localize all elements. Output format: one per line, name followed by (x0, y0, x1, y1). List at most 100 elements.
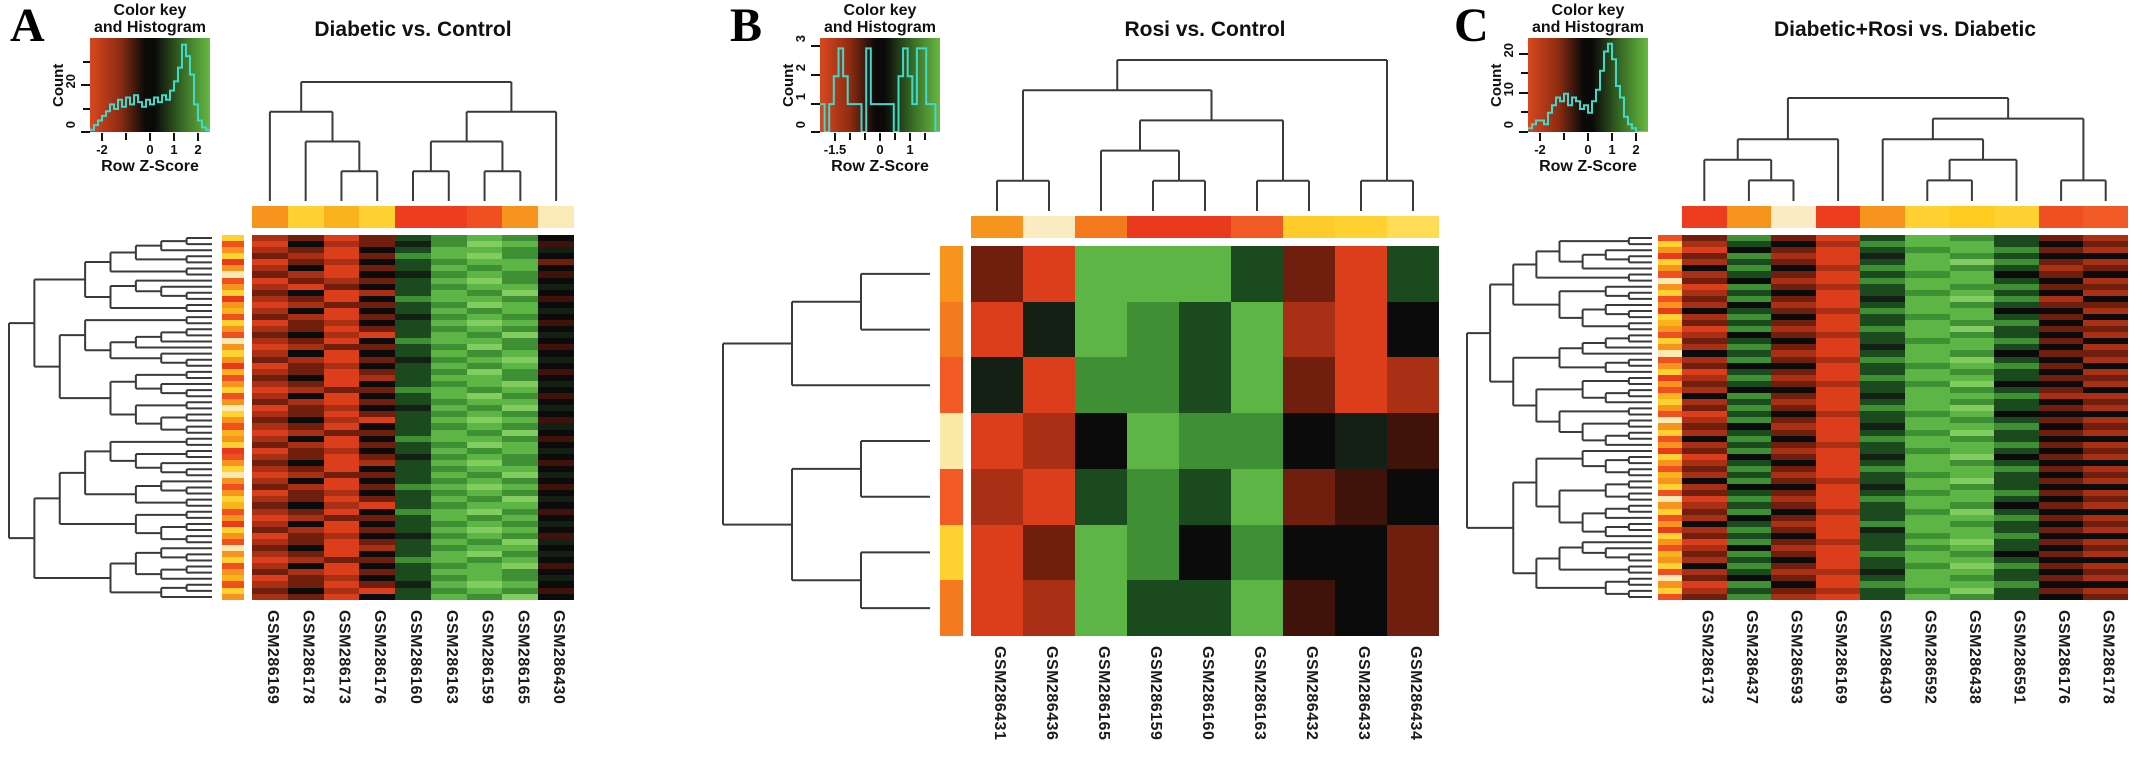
heatmap-row (1682, 393, 2128, 400)
heatmap-cell (466, 393, 503, 400)
heatmap-cell (287, 253, 324, 260)
heatmap-cell (1682, 380, 1727, 387)
heatmap-cell (466, 581, 503, 588)
heatmap-cell (395, 496, 431, 503)
heatmap-cell (2038, 478, 2084, 485)
heatmap-cell (1904, 581, 1950, 588)
column-group-color (1904, 206, 1950, 228)
row-group-color (1658, 386, 1682, 394)
heatmap-row (252, 289, 575, 296)
heatmap-cell (2083, 344, 2128, 351)
row-group-color (222, 247, 244, 254)
heatmap-cell (1815, 235, 1861, 242)
heatmap-cell (1904, 344, 1950, 351)
heatmap-cell (395, 569, 431, 576)
heatmap-cell (430, 350, 467, 357)
heatmap-cell (1904, 235, 1950, 242)
heatmap-cell (2083, 332, 2128, 339)
zscore-axis-tick (834, 133, 836, 141)
heatmap-row (1682, 538, 2128, 545)
row-group-color (222, 411, 244, 418)
row-side-colors (940, 246, 963, 637)
heatmap-cell (1949, 502, 1995, 509)
column-group-color (1949, 206, 1995, 228)
heatmap-cell (1904, 362, 1950, 369)
heatmap-cell (323, 356, 360, 363)
heatmap-cell (502, 581, 539, 588)
heatmap-cell (538, 514, 575, 521)
heatmap-row (1682, 253, 2128, 260)
heatmap-row (252, 587, 575, 594)
panel-letter: C (1454, 0, 1489, 52)
heatmap-cell (1815, 429, 1861, 436)
column-sample-label: GSM286438 (1965, 610, 1983, 705)
heatmap-cell (538, 399, 575, 406)
heatmap-row (252, 399, 575, 406)
heatmap-cell (359, 581, 396, 588)
heatmap-cell (430, 338, 467, 345)
heatmap-cell (430, 380, 467, 387)
heatmap-cell (287, 241, 324, 248)
row-group-color (1658, 453, 1682, 460)
row-group-color (222, 368, 244, 375)
heatmap-cell (1682, 532, 1727, 539)
row-group-color (222, 283, 244, 290)
heatmap-cell (1771, 380, 1816, 387)
heatmap-cell (538, 338, 575, 345)
heatmap-cell (252, 569, 288, 576)
color-key-histogram (1528, 42, 1648, 132)
heatmap-cell (1387, 524, 1439, 581)
heatmap-cell (359, 295, 396, 302)
heatmap-cell (1815, 259, 1861, 266)
heatmap-cell (538, 478, 575, 485)
heatmap-row (252, 411, 575, 418)
row-group-color (1658, 435, 1682, 442)
heatmap-cell (395, 478, 431, 485)
heatmap-cell (2083, 253, 2128, 260)
column-sample-label: GSM286433 (1355, 646, 1372, 741)
heatmap-cell (1860, 478, 1905, 485)
heatmap-cell (1283, 524, 1335, 581)
heatmap-cell (538, 374, 575, 381)
heatmap-cell (1726, 241, 1772, 248)
heatmap-cell (1771, 563, 1816, 570)
row-group-color (940, 301, 963, 358)
heatmap-cell (287, 472, 324, 479)
heatmap-cell (323, 295, 360, 302)
heatmap-cell (538, 490, 575, 497)
heatmap-row (252, 259, 575, 266)
heatmap-cell (502, 551, 539, 558)
heatmap-cell (2038, 587, 2084, 594)
heatmap-cell (287, 526, 324, 533)
heatmap-cell (1726, 520, 1772, 527)
heatmap-cell (1949, 459, 1995, 466)
heatmap-cell (1682, 587, 1727, 594)
heatmap-cell (1860, 271, 1905, 278)
heatmap-cell (430, 538, 467, 545)
heatmap-cell (538, 320, 575, 327)
heatmap-cell (1127, 301, 1179, 358)
heatmap-cell (1994, 326, 2039, 333)
heatmap-cell (2083, 447, 2128, 454)
heatmap-cell (2038, 235, 2084, 242)
heatmap-cell (1904, 490, 1950, 497)
heatmap-cell (2083, 551, 2128, 558)
row-group-color (222, 356, 244, 363)
heatmap-cell (287, 405, 324, 412)
heatmap-cell (2038, 253, 2084, 260)
heatmap-cell (252, 338, 288, 345)
color-key-title-line2: and Histogram (823, 19, 936, 36)
heatmap-cell (1860, 301, 1905, 308)
column-sample-label: GSM286173 (1698, 610, 1716, 705)
row-group-color (222, 490, 244, 497)
row-group-color (222, 399, 244, 406)
heatmap-row (252, 344, 575, 351)
heatmap-row (1682, 478, 2128, 485)
heatmap-row (252, 386, 575, 394)
heatmap-cell (430, 508, 467, 515)
heatmap-cell (2038, 538, 2084, 545)
heatmap-cell (538, 405, 575, 412)
heatmap-cell (502, 569, 539, 576)
heatmap-cell (1682, 344, 1727, 351)
heatmap-cell (538, 386, 575, 394)
